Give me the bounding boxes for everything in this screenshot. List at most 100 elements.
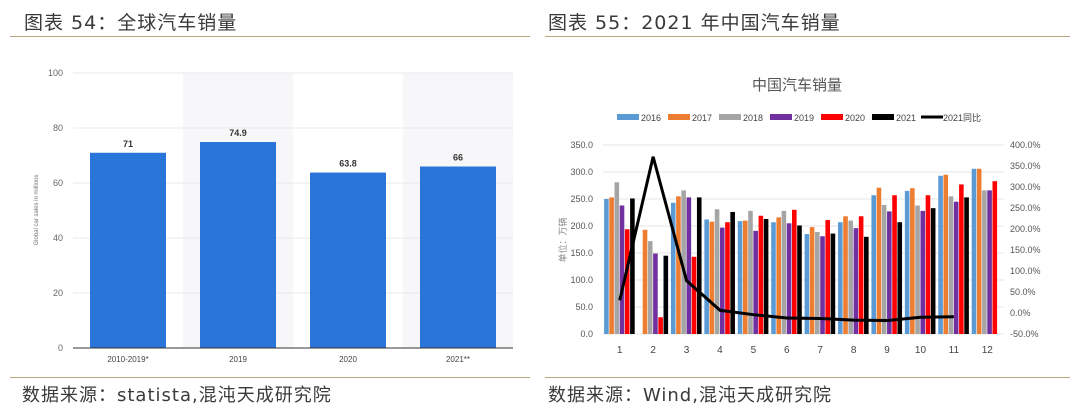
bar-2021: [696, 197, 702, 334]
bar-2021: [797, 225, 802, 334]
legend-swatch: [821, 114, 843, 120]
bar-2017: [910, 188, 915, 334]
bar-2021: [630, 198, 635, 334]
bar: [200, 142, 276, 348]
legend-label: 2016: [641, 113, 661, 123]
y2-tick-label: -50.0%: [1010, 329, 1039, 339]
y2-tick-label: 0.0%: [1010, 308, 1031, 318]
bar-2019: [887, 211, 892, 334]
x-tick-label: 2019: [229, 355, 247, 364]
bar-2016: [804, 234, 810, 334]
bar-2017: [742, 220, 748, 334]
bar-2020: [892, 195, 897, 334]
bar-2019: [987, 190, 992, 334]
bar-2018: [781, 210, 787, 334]
x-tick-label: 2: [650, 345, 656, 356]
x-tick-label: 1: [617, 345, 623, 356]
y-tick-label: 150.0: [570, 248, 593, 258]
bar-2017: [709, 221, 715, 334]
bar-2020: [658, 317, 663, 334]
bar-2017: [876, 187, 882, 334]
bar-2021: [763, 218, 769, 334]
data-label: 74.9: [229, 128, 247, 138]
left-figure-title: 图表 54：全球汽车销量: [24, 12, 238, 34]
bar: [90, 152, 166, 348]
bar-2019: [786, 223, 792, 334]
x-tick-label: 12: [982, 345, 994, 356]
x-tick-label: 4: [717, 345, 723, 356]
bar-2020: [858, 216, 864, 334]
chart-title: 中国汽车销量: [752, 77, 842, 94]
bar-2017: [642, 229, 648, 334]
line-2021-yoy: [618, 156, 954, 323]
left-source-divider: [10, 377, 530, 378]
y2-tick-label: 150.0%: [1010, 245, 1041, 255]
bar-2021: [663, 255, 669, 334]
y-tick-label: 200.0: [570, 221, 593, 231]
bar-2018: [647, 241, 653, 334]
y-tick-label: 60: [53, 178, 63, 188]
y-tick-label: 300.0: [570, 167, 593, 177]
x-tick-label: 7: [817, 345, 823, 356]
legend-label: 2020: [845, 113, 865, 123]
right-title-divider: [545, 36, 1070, 37]
bar-2020: [791, 209, 797, 334]
legend-label: 2021: [896, 113, 916, 123]
bar-2016: [938, 175, 943, 334]
y2-tick-label: 100.0%: [1010, 266, 1041, 276]
bar-2020: [624, 229, 630, 334]
x-tick-label: 11: [949, 345, 960, 356]
y2-tick-label: 250.0%: [1010, 203, 1041, 213]
legend-label: 2018: [743, 113, 763, 123]
legend-swatch: [770, 114, 792, 120]
y2-tick-label: 50.0%: [1010, 287, 1036, 297]
bar-2016: [604, 199, 609, 334]
bar-2019: [920, 210, 926, 334]
bar-2018: [881, 204, 887, 334]
right-figure-title: 图表 55：2021 年中国汽车销量: [548, 12, 841, 34]
data-label: 66: [453, 153, 463, 163]
right-source-divider: [545, 377, 1070, 378]
y-tick-label: 100: [48, 68, 63, 78]
bar-2019: [853, 228, 859, 334]
bar-2018: [614, 182, 620, 334]
bar-2018: [714, 209, 720, 334]
bar-2017: [843, 216, 848, 334]
bar-2018: [915, 205, 920, 334]
y2-tick-label: 200.0%: [1010, 224, 1041, 234]
bar-2019: [619, 205, 625, 334]
bar-2016: [904, 190, 910, 334]
legend-swatch: [719, 114, 741, 120]
legend-swatch: [872, 114, 894, 120]
bar: [310, 172, 386, 348]
bar-2017: [676, 196, 681, 334]
x-tick-label: 9: [884, 345, 890, 356]
bar-2018: [982, 190, 987, 334]
bar-2020: [825, 220, 831, 334]
bar-2020: [959, 184, 964, 334]
bar-2021: [930, 208, 936, 334]
bar-2018: [848, 220, 854, 334]
right-source: 数据来源：Wind,混沌天成研究院: [548, 385, 832, 406]
bar-2016: [971, 168, 977, 334]
x-tick-label: 5: [751, 345, 757, 356]
bar: [420, 166, 496, 348]
y2-tick-label: 400.0%: [1010, 140, 1041, 150]
y-tick-label: 20: [53, 288, 63, 298]
bar-2016: [704, 219, 709, 334]
x-tick-label: 2020: [339, 355, 357, 364]
bar-2020: [758, 215, 764, 334]
y-tick-label: 100.0: [570, 275, 593, 285]
legend-label: 2017: [692, 113, 712, 123]
y-tick-label: 250.0: [570, 194, 593, 204]
legend-label: 2021同比: [943, 112, 981, 123]
bar-2016: [670, 202, 676, 334]
bar-2017: [776, 217, 781, 334]
bar-2017: [609, 197, 614, 334]
bar-2016: [871, 195, 877, 334]
y2-tick-label: 300.0%: [1010, 182, 1041, 192]
bar-2021: [897, 222, 903, 334]
y-tick-label: 0: [58, 343, 63, 353]
bar-2017: [976, 168, 982, 334]
